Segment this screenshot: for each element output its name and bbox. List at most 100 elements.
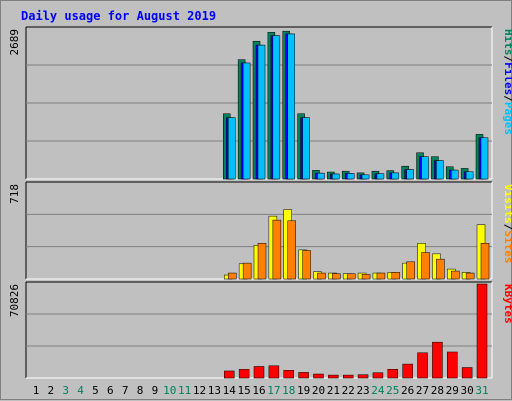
kbytes-bar	[224, 370, 235, 379]
sites-bar	[346, 273, 356, 280]
hits-side-label-part: Hits	[502, 29, 512, 56]
x-tick-label: 9	[152, 384, 159, 397]
kbytes-side-label-part: KBytes	[502, 284, 512, 324]
kbytes-bar	[447, 351, 458, 379]
x-tick-label: 15	[238, 384, 251, 397]
x-tick-label: 14	[223, 384, 237, 397]
kbytes-panel-background	[26, 282, 492, 378]
sites-bar	[228, 272, 237, 280]
sites-bar	[480, 243, 490, 280]
x-tick-label: 28	[431, 384, 444, 397]
pages-bar	[436, 160, 444, 180]
pages-bar	[332, 173, 340, 180]
x-tick-label: 18	[282, 384, 295, 397]
pages-bar	[361, 174, 370, 180]
x-tick-label: 30	[461, 384, 474, 397]
x-tick-label: 27	[416, 384, 429, 397]
pages-bar	[257, 44, 266, 180]
kbytes-bar	[298, 372, 309, 379]
sites-bar	[391, 272, 401, 280]
x-tick-label: 3	[62, 384, 69, 397]
pages-bar	[376, 173, 385, 180]
hits-side-label-part: /	[502, 95, 512, 102]
x-tick-label: 17	[267, 384, 280, 397]
sites-bar	[361, 274, 371, 280]
kbytes-max-label: 70826	[8, 284, 21, 317]
x-tick-label: 20	[312, 384, 325, 397]
kbytes-bar	[313, 373, 324, 379]
sites-bar	[317, 272, 326, 280]
x-tick-label: 12	[193, 384, 206, 397]
kbytes-bar	[372, 372, 384, 379]
kbytes-bar	[283, 370, 294, 379]
sites-bar	[287, 220, 296, 280]
x-tick-label: 13	[208, 384, 221, 397]
pages-bar	[465, 171, 474, 180]
x-tick-label: 16	[252, 384, 265, 397]
x-tick-label: 26	[401, 384, 414, 397]
sites-bar	[257, 243, 267, 280]
visits-side-label: Visits/Sites	[502, 184, 512, 264]
hits-side-label-part: Pages	[502, 102, 512, 135]
kbytes-bar	[417, 352, 428, 379]
pages-bar	[421, 156, 429, 180]
pages-bar	[480, 137, 489, 180]
kbytes-bar	[268, 365, 280, 379]
kbytes-bar	[328, 374, 339, 379]
kbytes-bar	[238, 369, 250, 379]
kbytes-bar	[461, 367, 473, 379]
x-tick-label: 6	[107, 384, 114, 397]
hits-side-label: Hits/Files/Pages	[502, 29, 512, 135]
sites-bar	[436, 258, 445, 280]
kbytes-bar	[253, 366, 265, 379]
hits-side-label-part: /	[502, 56, 512, 63]
chart-panels: 2689Hits/Files/Pages718Visits/Sites70826…	[8, 26, 512, 379]
pages-bar	[272, 35, 281, 180]
x-tick-label: 1	[33, 384, 40, 397]
x-tick-label: 23	[356, 384, 369, 397]
hits-max-label: 2689	[8, 29, 21, 56]
sites-bar	[421, 252, 430, 280]
x-tick-label: 2	[48, 384, 55, 397]
sites-bar	[465, 272, 475, 280]
x-tick-label: 21	[327, 384, 340, 397]
x-tick-label: 25	[386, 384, 399, 397]
x-tick-label: 11	[178, 384, 191, 397]
pages-bar	[406, 169, 414, 180]
kbytes-side-label: KBytes	[502, 284, 512, 324]
pages-bar	[287, 33, 295, 180]
x-tick-label: 31	[475, 384, 488, 397]
visits-side-label-part: Visits	[502, 184, 512, 224]
x-tick-label: 8	[137, 384, 144, 397]
sites-bar	[332, 273, 341, 280]
x-tick-label: 22	[342, 384, 355, 397]
x-tick-label: 5	[92, 384, 99, 397]
pages-bar	[317, 172, 325, 180]
x-tick-label: 24	[371, 384, 385, 397]
kbytes-bar	[387, 368, 399, 379]
sites-bar	[451, 270, 460, 280]
kbytes-bar	[342, 374, 354, 379]
x-axis: 1 2 3 4 5 6 7 8 9 10 11 12 13 14 15 16 17 18 19 20 21 22 23 24 2…	[33, 384, 489, 397]
hits-bars	[223, 30, 489, 180]
x-tick-label: 7	[122, 384, 129, 397]
kbytes-bar	[432, 341, 443, 379]
x-tick-label: 29	[446, 384, 459, 397]
pages-bar	[391, 172, 400, 180]
sites-bar	[302, 250, 311, 280]
chart-title: Daily usage for August 2019	[21, 9, 216, 23]
pages-bar	[451, 169, 459, 180]
sites-bar	[272, 219, 282, 280]
sites-bar	[406, 261, 415, 280]
hits-side-label-part: Files	[502, 62, 512, 95]
sites-bar	[242, 262, 252, 280]
visits-side-label-part: /	[502, 224, 512, 231]
visits-max-label: 718	[8, 184, 21, 204]
kbytes-bar	[357, 374, 369, 379]
x-tick-label: 19	[297, 384, 310, 397]
kbytes-bars	[224, 283, 488, 379]
kbytes-bar	[402, 363, 413, 379]
